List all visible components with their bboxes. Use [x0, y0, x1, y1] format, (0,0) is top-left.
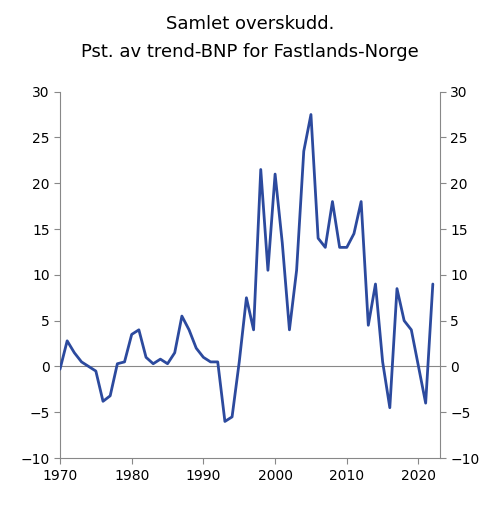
Text: Pst. av trend-BNP for Fastlands-Norge: Pst. av trend-BNP for Fastlands-Norge	[81, 43, 419, 61]
Text: Samlet overskudd.: Samlet overskudd.	[166, 15, 334, 33]
